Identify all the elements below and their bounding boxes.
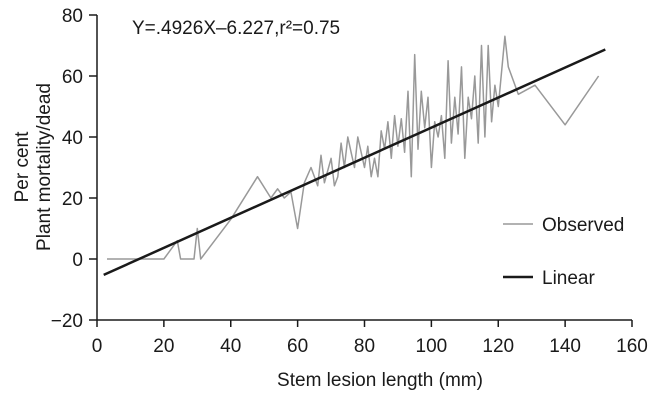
legend-label-observed: Observed [542, 215, 624, 236]
y-axis-title-line-2: Plant mortality/dead [34, 83, 55, 251]
x-axis-ticks: 0 20 40 60 80 100 120 140 160 [92, 320, 648, 357]
y-tick-label: −20 [51, 311, 83, 332]
legend-label-linear: Linear [542, 268, 595, 289]
x-tick-label: 80 [354, 336, 375, 357]
series-line-observed [107, 35, 600, 260]
legend: Observed Linear [503, 215, 624, 289]
x-tick-label: 0 [92, 336, 103, 357]
y-tick-label: 60 [62, 67, 83, 88]
y-tick-label: 0 [72, 250, 83, 271]
y-tick-label: 40 [62, 128, 83, 149]
x-tick-label: 100 [416, 336, 448, 357]
x-tick-label: 60 [287, 336, 308, 357]
series-layer [103, 35, 606, 277]
regression-equation: Y=.4926X–6.227,r²=0.75 [132, 18, 340, 39]
y-axis-ticks: −20 0 20 40 60 80 [51, 6, 97, 332]
x-tick-label: 160 [616, 336, 648, 357]
x-tick-label: 20 [153, 336, 174, 357]
y-tick-label: 80 [62, 6, 83, 27]
x-tick-label: 140 [549, 336, 581, 357]
series-line-linear [103, 48, 606, 277]
y-axis-title-line-1: Per cent [12, 131, 33, 202]
y-axis-title: Per cent Plant mortality/dead [12, 83, 55, 251]
y-tick-label: 20 [62, 189, 83, 210]
x-tick-label: 40 [220, 336, 241, 357]
x-axis-title: Stem lesion length (mm) [277, 370, 483, 391]
plot-area: 0 20 40 60 80 100 120 140 160 −20 0 20 40 60 80 [51, 6, 648, 357]
x-tick-label: 120 [482, 336, 514, 357]
